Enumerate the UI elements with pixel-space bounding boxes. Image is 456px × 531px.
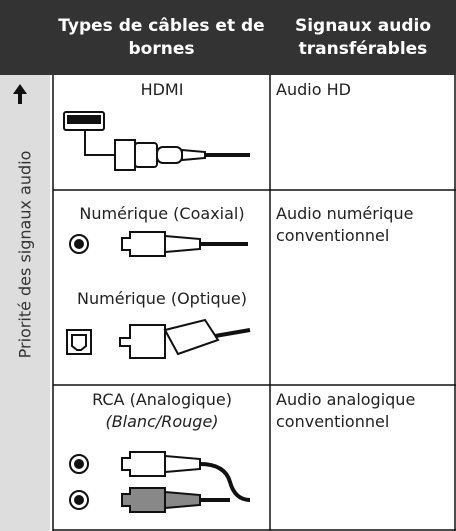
- cable-note: (Blanc/Rouge): [105, 412, 219, 431]
- cable-label: HDMI: [140, 80, 184, 99]
- side-cell: Priorité des signaux audio: [0, 75, 50, 531]
- side-label: Priorité des signaux audio: [15, 150, 35, 359]
- header-text: Types de câbles et de bornes: [58, 15, 265, 59]
- cable-label: RCA (Analogique): [92, 390, 232, 409]
- cable-label: Numérique (Optique): [77, 289, 247, 308]
- side-column: [0, 75, 50, 531]
- hdmi-icon: [63, 111, 250, 171]
- signal-label: Audio analogique conventionnel: [276, 390, 416, 431]
- rca-icon: [69, 451, 251, 513]
- coaxial-icon: [69, 231, 248, 257]
- optical-icon: [66, 318, 251, 359]
- signal-label: Audio numérique conventionnel: [276, 204, 414, 245]
- cable-label: Numérique (Coaxial): [79, 204, 245, 223]
- priority-arrow: [13, 84, 27, 104]
- header-cell: Types de câbles et de bornes: [53, 0, 270, 75]
- header-text: Signaux audio transférables: [294, 15, 432, 59]
- grid: [52, 75, 456, 531]
- signal-label: Audio HD: [276, 80, 351, 99]
- header-cell: Signaux audio transférables: [270, 0, 456, 75]
